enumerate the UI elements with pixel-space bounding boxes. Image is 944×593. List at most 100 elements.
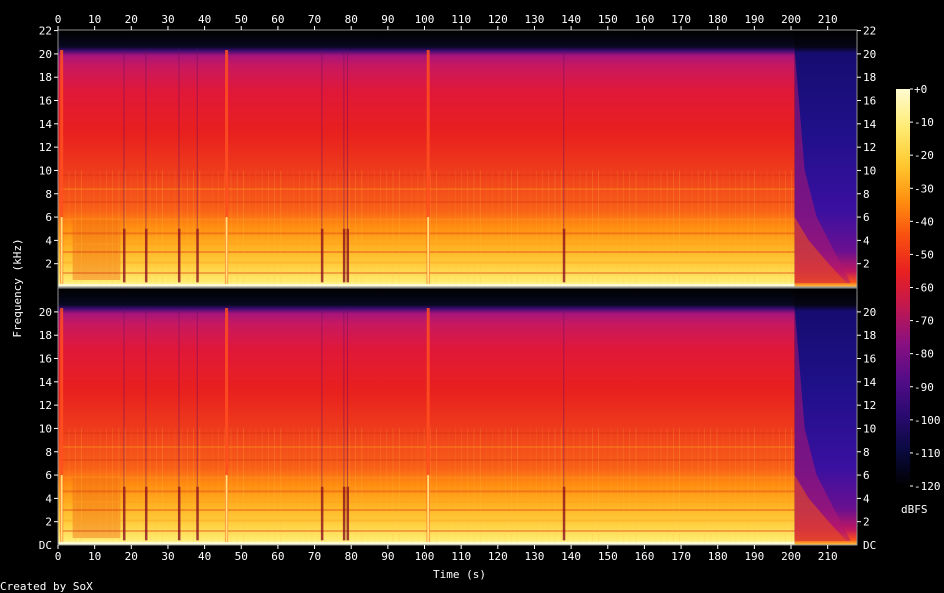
x-tick-label-bottom: 130 <box>525 550 545 563</box>
y-tick-label-right: 22 <box>863 25 876 38</box>
dip-mark <box>144 228 148 283</box>
spectrogram-channel-2 <box>57 287 858 546</box>
colorbar-label: dBFS <box>901 503 928 516</box>
peak-core <box>225 217 228 287</box>
x-tick-label-top: 150 <box>598 13 618 26</box>
x-tick-label-top: 130 <box>525 13 545 26</box>
y-tick-label-left: 10 <box>39 422 52 435</box>
colorbar-tick-label: -20 <box>914 149 934 162</box>
x-tick-label-bottom: 30 <box>161 550 174 563</box>
colorbar-tick-label: -60 <box>914 282 934 295</box>
y-tick-label-left: 16 <box>39 353 52 366</box>
y-tick-label-left: 14 <box>39 376 53 389</box>
peak-core <box>60 475 63 545</box>
x-tick-label-top: 90 <box>381 13 394 26</box>
x-tick-label-top: 140 <box>561 13 581 26</box>
y-tick-label-left: 20 <box>39 48 52 61</box>
dip-mark <box>562 486 566 541</box>
y-axis-title: Frequency (kHz) <box>11 238 24 337</box>
colorbar-tick-label: -110 <box>914 447 941 460</box>
peak-mark <box>426 50 430 287</box>
x-tick-label-top: 50 <box>235 13 248 26</box>
dc-band <box>58 284 795 287</box>
footer-credit: Created by SoX <box>0 580 93 593</box>
y-tick-label-right: 10 <box>863 422 876 435</box>
colorbar-tick-label: -120 <box>914 480 941 493</box>
peak-core <box>427 217 430 287</box>
x-tick-label-top: 100 <box>415 13 435 26</box>
x-tick-label-bottom: 210 <box>818 550 838 563</box>
y-tick-label-left: 6 <box>45 211 52 224</box>
y-tick-label-left: DC <box>39 539 52 552</box>
dip-mark <box>122 228 126 283</box>
x-tick-label-top: 10 <box>88 13 101 26</box>
dc-band <box>58 542 795 545</box>
y-tick-label-right: 2 <box>863 516 870 529</box>
x-tick-label-top: 170 <box>671 13 691 26</box>
dip-mark <box>177 486 181 541</box>
x-tick-label-top: 80 <box>345 13 358 26</box>
y-tick-label-left: 8 <box>45 188 52 201</box>
y-tick-label-left: 18 <box>39 329 52 342</box>
colorbar-ticks: +0 -10 -20 -30 -40 -50 -60 -70 -80 -90 -100 -110 -12… <box>910 83 941 493</box>
decay-shape <box>794 308 851 541</box>
x-tick-label-bottom: 120 <box>488 550 508 563</box>
panel-frame <box>57 29 858 288</box>
x-tick-label-bottom: 10 <box>88 550 101 563</box>
dip-mark <box>562 228 566 283</box>
peak-mark <box>225 308 229 545</box>
y-tick-label-left: 14 <box>39 118 53 131</box>
dip-mark <box>196 228 199 283</box>
x-tick-label-bottom: 90 <box>381 550 394 563</box>
colorbar-tick-label: -10 <box>914 116 934 129</box>
dip-mark <box>342 486 346 541</box>
peak-core <box>225 475 228 545</box>
y-tick-label-right: 4 <box>863 492 870 505</box>
y-tick-label-left: 4 <box>45 234 52 247</box>
peak-mark <box>60 308 64 545</box>
y-tick-label-left: 4 <box>45 492 52 505</box>
dip-mark <box>346 486 350 541</box>
peak-core <box>60 217 63 287</box>
y-tick-label-left: 2 <box>45 258 52 271</box>
panel-frame <box>57 287 858 546</box>
decay-shape-inner <box>794 475 847 541</box>
colorbar: +0 -10 -20 -30 -40 -50 -60 -70 -80 -90 -100 -110 -12… <box>896 83 941 516</box>
x-tick-label-top: 20 <box>125 13 138 26</box>
dip-mark <box>320 486 324 541</box>
y-tick-label-right: 8 <box>863 188 870 201</box>
intro-band <box>72 477 121 539</box>
y-tick-label-right: 18 <box>863 329 876 342</box>
y-tick-label-right: 16 <box>863 353 876 366</box>
peak-core <box>427 475 430 545</box>
y-tick-label-left: 18 <box>39 71 52 84</box>
x-tick-label-bottom: 150 <box>598 550 618 563</box>
x-tick-label-top: 190 <box>744 13 764 26</box>
x-tick-label-bottom: 80 <box>345 550 358 563</box>
intro-band <box>72 219 121 281</box>
colorbar-tick-label: -50 <box>914 248 934 261</box>
x-axis-title: Time (s) <box>433 568 486 581</box>
y-tick-label-right: 20 <box>863 306 876 319</box>
x-tick-label-top: 40 <box>198 13 211 26</box>
dip-mark <box>342 228 346 283</box>
y-tick-label-right: 6 <box>863 469 870 482</box>
colorbar-gradient <box>896 89 910 486</box>
y-tick-label-left: 12 <box>39 141 52 154</box>
x-tick-label-bottom: 40 <box>198 550 211 563</box>
x-tick-label-bottom: 200 <box>781 550 801 563</box>
x-tick-label-bottom: 170 <box>671 550 691 563</box>
y-tick-label-right: 6 <box>863 211 870 224</box>
dip-mark <box>177 228 181 283</box>
x-tick-label-bottom: 70 <box>308 550 321 563</box>
y-tick-label-right: 12 <box>863 399 876 412</box>
colorbar-tick-label: -30 <box>914 182 934 195</box>
dip-mark <box>122 486 126 541</box>
x-tick-label-top: 210 <box>818 13 838 26</box>
x-tick-label-bottom: 0 <box>55 550 62 563</box>
x-tick-label-top: 30 <box>161 13 174 26</box>
y-tick-label-left: 8 <box>45 446 52 459</box>
